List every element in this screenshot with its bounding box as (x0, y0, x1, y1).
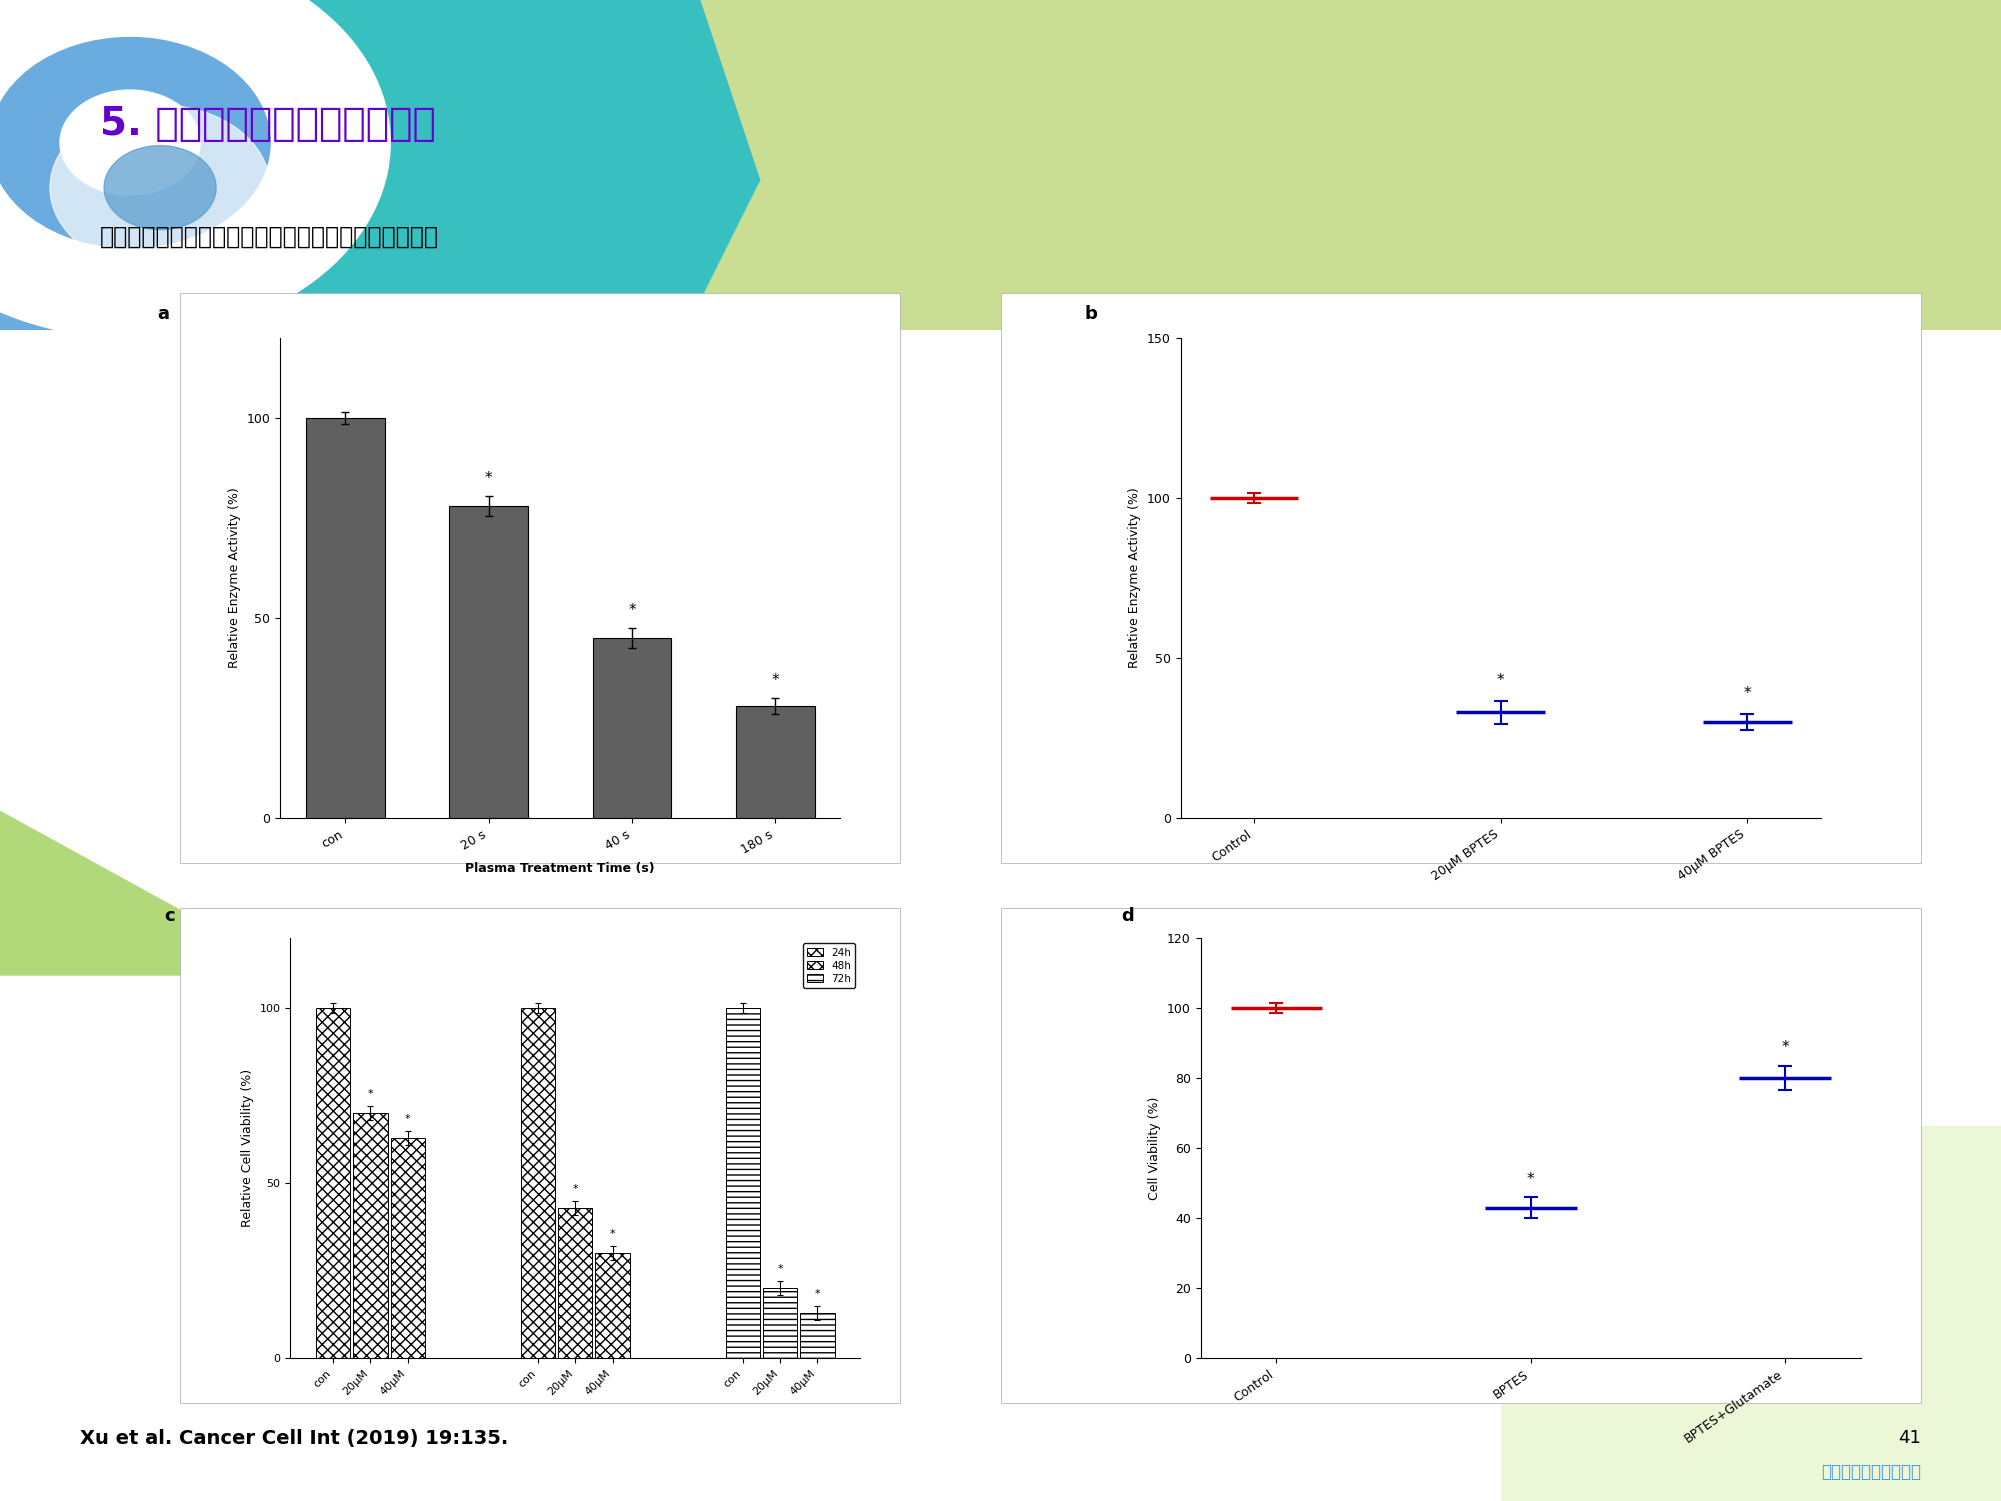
Text: *: * (1743, 686, 1751, 701)
Polygon shape (0, 0, 440, 420)
Bar (726, 1009, 760, 1358)
Polygon shape (1501, 1126, 2001, 1501)
Y-axis label: Relative Enzyme Activity (%): Relative Enzyme Activity (%) (1129, 488, 1141, 668)
Circle shape (0, 0, 390, 338)
Polygon shape (0, 811, 300, 976)
Text: 沿面放电等离子体对白血病谷氨酰胺代谢酶的影响机制: 沿面放电等离子体对白血病谷氨酰胺代谢酶的影响机制 (100, 225, 438, 249)
Bar (558, 1208, 592, 1358)
Text: *: * (1497, 674, 1505, 689)
Text: *: * (814, 1289, 820, 1298)
Text: *: * (610, 1229, 616, 1240)
Y-axis label: Cell Viability (%): Cell Viability (%) (1149, 1097, 1161, 1199)
X-axis label: Plasma Treatment Time (s): Plasma Treatment Time (s) (466, 862, 654, 875)
Text: *: * (1781, 1040, 1789, 1055)
Bar (596, 1253, 630, 1358)
Text: *: * (628, 603, 636, 618)
Legend: 24h, 48h, 72h: 24h, 48h, 72h (802, 943, 854, 988)
Text: d: d (1121, 907, 1135, 925)
Text: *: * (368, 1090, 374, 1099)
Bar (736, 705, 814, 818)
Text: a: a (156, 305, 168, 323)
Y-axis label: Relative Cell Viability (%): Relative Cell Viability (%) (240, 1069, 254, 1228)
Text: *: * (404, 1114, 410, 1124)
Text: b: b (1085, 305, 1097, 323)
Text: *: * (1527, 1172, 1535, 1187)
Text: 《电工技术学报》发布: 《电工技术学报》发布 (1821, 1463, 1921, 1481)
Text: *: * (772, 672, 778, 687)
Polygon shape (0, 330, 2001, 1501)
Bar (316, 1009, 350, 1358)
Bar (448, 506, 528, 818)
Text: Xu et al. Cancer Cell Int (2019) 19:135.: Xu et al. Cancer Cell Int (2019) 19:135. (80, 1429, 508, 1448)
Y-axis label: Relative Enzyme Activity (%): Relative Enzyme Activity (%) (228, 488, 240, 668)
Circle shape (60, 90, 200, 195)
Text: *: * (484, 471, 492, 486)
Bar (762, 1288, 796, 1358)
Text: *: * (776, 1264, 782, 1274)
Polygon shape (0, 0, 760, 300)
Text: *: * (572, 1184, 578, 1193)
Bar (306, 417, 384, 818)
Circle shape (50, 105, 270, 270)
Bar (520, 1009, 554, 1358)
Polygon shape (540, 0, 2001, 330)
Text: 41: 41 (1899, 1429, 1921, 1447)
Text: 5. 等离子体对肿瘤代谢的影响: 5. 等离子体对肿瘤代谢的影响 (100, 105, 436, 143)
Bar (800, 1313, 834, 1358)
Circle shape (0, 38, 270, 248)
Text: c: c (164, 907, 176, 925)
Bar (390, 1138, 424, 1358)
Bar (592, 638, 672, 818)
Bar (354, 1114, 388, 1358)
Circle shape (104, 146, 216, 230)
